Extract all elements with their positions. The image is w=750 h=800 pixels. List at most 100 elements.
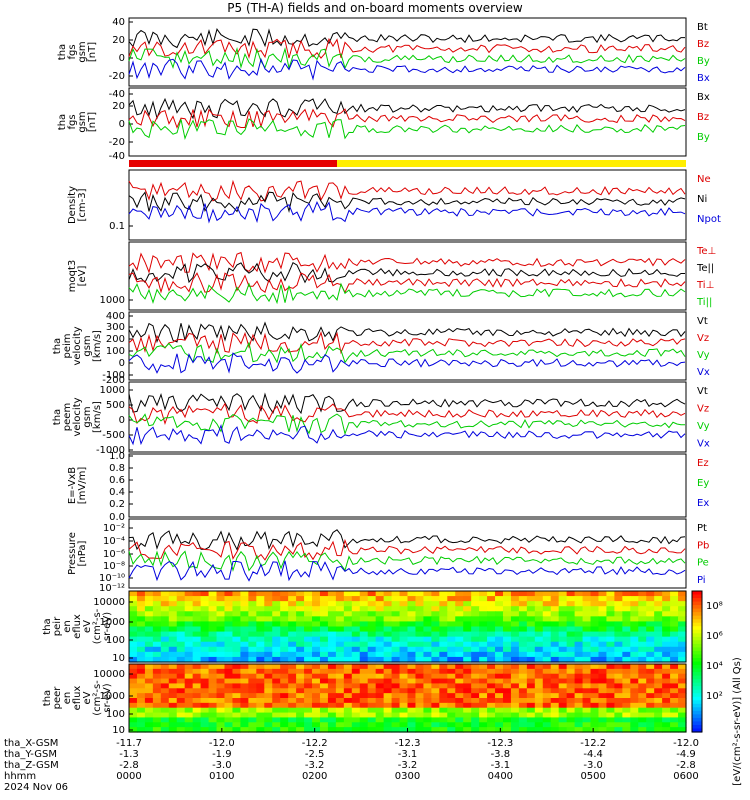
spectrogram-cell bbox=[160, 722, 170, 728]
spectrogram-cell bbox=[272, 631, 281, 638]
spectrogram-cell bbox=[351, 646, 361, 653]
spectrogram-cell bbox=[423, 712, 432, 719]
spectrogram-cell bbox=[487, 727, 496, 733]
spectrogram-cell bbox=[327, 651, 337, 658]
x-tick-label-x: -12.3 bbox=[395, 738, 421, 749]
spectrogram-cell bbox=[630, 646, 639, 653]
spectrogram-cell bbox=[654, 707, 663, 714]
spectrogram-cell bbox=[502, 673, 512, 680]
panel-pressure bbox=[128, 518, 687, 589]
spectrogram-cell bbox=[280, 664, 289, 670]
spectrogram-cell bbox=[296, 601, 305, 607]
spectrogram-cell bbox=[566, 631, 576, 638]
spectrogram-cell bbox=[152, 678, 162, 685]
spectrogram-cell bbox=[272, 712, 281, 719]
spectrogram-cell bbox=[566, 698, 576, 704]
spectrogram-cell bbox=[136, 678, 146, 685]
spectrogram-cell bbox=[638, 698, 647, 704]
spectrogram-cell bbox=[463, 646, 472, 653]
spectrogram-cell bbox=[319, 678, 329, 685]
spectrogram-cell bbox=[248, 673, 257, 680]
spectrogram-cell bbox=[383, 717, 393, 723]
spectrogram-cell bbox=[574, 651, 584, 658]
spectrogram-cell bbox=[296, 698, 305, 704]
spectrogram-cell bbox=[367, 698, 377, 704]
spectrogram-cell bbox=[566, 668, 576, 675]
spectrogram-cell bbox=[343, 702, 353, 709]
spectrogram-cell bbox=[439, 668, 448, 675]
spectrogram-cell bbox=[479, 698, 488, 704]
spectrogram-cell bbox=[304, 664, 313, 670]
spectrogram-cell bbox=[256, 641, 265, 648]
spectrogram-cell bbox=[136, 626, 146, 633]
spectrogram-cell bbox=[327, 693, 337, 699]
spectrogram-cell bbox=[447, 601, 456, 607]
spectrogram-cell bbox=[351, 601, 361, 607]
spectrogram-cell bbox=[518, 616, 528, 623]
spectrogram-cell bbox=[646, 664, 655, 670]
spectrogram-cell bbox=[272, 683, 281, 689]
spectrogram-cell bbox=[343, 616, 353, 623]
spectrogram-cell bbox=[359, 611, 369, 617]
spectrogram-cell bbox=[144, 702, 154, 709]
spectrogram-cell bbox=[200, 717, 210, 723]
spectrogram-cell bbox=[526, 606, 536, 612]
spectrogram-cell bbox=[359, 727, 369, 733]
spectrogram-cell bbox=[160, 727, 170, 733]
spectrogram-cell bbox=[216, 636, 226, 643]
spectrogram-cell bbox=[415, 683, 425, 689]
spectrogram-cell bbox=[144, 631, 154, 638]
spectrogram-cell bbox=[399, 606, 409, 612]
spectrogram-cell bbox=[208, 641, 218, 648]
spectrogram-cell bbox=[256, 596, 265, 602]
spectrogram-cell bbox=[670, 727, 679, 733]
colorbar-segment bbox=[692, 605, 702, 610]
spectrogram-cell bbox=[638, 664, 647, 670]
spectrogram-cell bbox=[614, 727, 623, 733]
spectrogram-cell bbox=[439, 591, 448, 597]
y-tick-label: -40 bbox=[109, 89, 125, 100]
y-tick-label: 0.0 bbox=[109, 512, 125, 523]
spectrogram-cell bbox=[463, 722, 472, 728]
spectrogram-cell bbox=[590, 626, 600, 633]
spectrogram-cell bbox=[391, 702, 401, 709]
spectrogram-cell bbox=[192, 591, 202, 597]
spectrogram-cell bbox=[487, 678, 496, 685]
spectrogram-cell bbox=[670, 678, 679, 685]
spectrogram-cell bbox=[550, 698, 560, 704]
spectrogram-cell bbox=[359, 664, 369, 670]
spectrogram-cell bbox=[646, 698, 655, 704]
spectrogram-cell bbox=[367, 664, 377, 670]
spectrogram-cell bbox=[359, 626, 369, 633]
spectrogram-cell bbox=[168, 693, 178, 699]
spectrogram-cell bbox=[431, 683, 440, 689]
spectrogram-cell bbox=[542, 651, 552, 658]
spectrogram-cell bbox=[479, 727, 488, 733]
spectrogram-cell bbox=[160, 596, 170, 602]
spectrogram-cell bbox=[216, 631, 226, 638]
spectrogram-cell bbox=[606, 591, 615, 597]
spectrogram-cell bbox=[264, 722, 273, 728]
spectrogram-cell bbox=[248, 664, 257, 670]
x-tick-label-x: -12.2 bbox=[580, 738, 606, 749]
series-line-bt bbox=[128, 28, 685, 49]
spectrogram-cell bbox=[367, 601, 377, 607]
spectrogram-cell bbox=[304, 707, 313, 714]
spectrogram-cell bbox=[662, 664, 671, 670]
spectrogram-cell bbox=[312, 621, 321, 628]
y-tick-label: 200 bbox=[106, 334, 125, 345]
spectrogram-cell bbox=[168, 722, 178, 728]
spectrogram-cell bbox=[407, 636, 417, 643]
spectrogram-cell bbox=[192, 616, 202, 623]
spectrogram-cell bbox=[510, 707, 520, 714]
spectrogram-cell bbox=[272, 727, 281, 733]
spectrogram-cell bbox=[248, 596, 257, 602]
spectrogram-cell bbox=[566, 683, 576, 689]
spectrogram-cell bbox=[463, 673, 472, 680]
mode-bar-yellow bbox=[337, 160, 686, 167]
spectrogram-cell bbox=[335, 698, 345, 704]
spectrogram-cell bbox=[495, 636, 504, 643]
spectrogram-cell bbox=[518, 626, 528, 633]
spectrogram-cell bbox=[160, 631, 170, 638]
spectrogram-cell bbox=[327, 656, 337, 663]
